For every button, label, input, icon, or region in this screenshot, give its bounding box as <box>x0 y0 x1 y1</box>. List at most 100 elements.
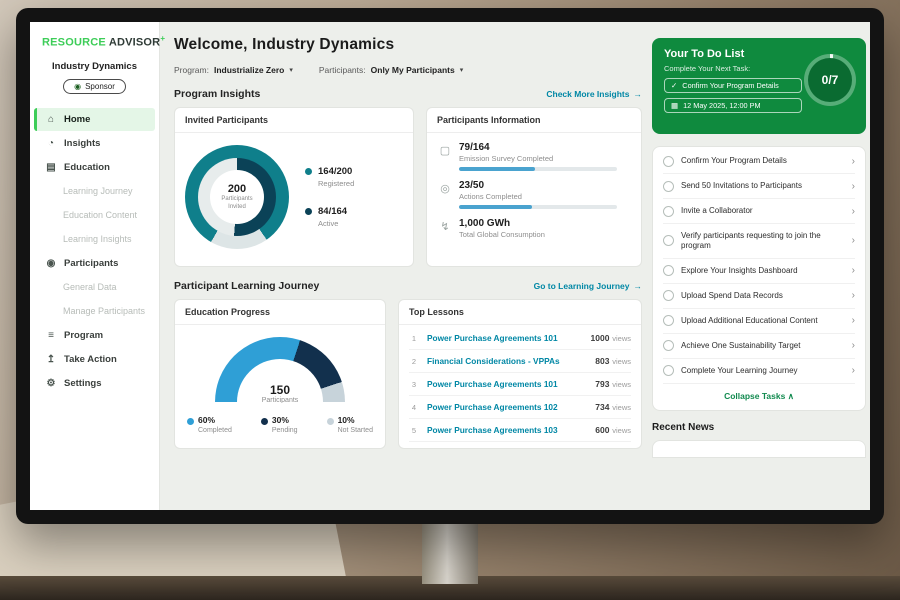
recent-news-card <box>652 439 866 458</box>
filter-dropdown[interactable]: Program: Industrialize Zero ▾ <box>174 65 293 75</box>
task-row[interactable]: Complete Your Learning Journey › <box>663 359 855 384</box>
task-checkbox[interactable] <box>663 265 674 277</box>
todo-progress-value: 0/7 <box>821 73 839 87</box>
filter-dropdown[interactable]: Participants: Only My Participants ▾ <box>319 65 463 75</box>
sidebar-item-label: Learning Insights <box>63 234 132 245</box>
lesson-link[interactable]: Power Purchase Agreements 101 <box>427 333 558 343</box>
sidebar-item[interactable]: Learning Journey <box>34 180 155 203</box>
home-icon: ⌂ <box>47 113 55 125</box>
lesson-link[interactable]: Power Purchase Agreements 101 <box>427 379 558 389</box>
task-checkbox[interactable] <box>663 235 674 247</box>
info-stats: ▢ 79/164 Emission Survey Completed ◎ 23 <box>427 133 641 239</box>
task-row[interactable]: Confirm Your Program Details › <box>663 149 855 174</box>
todo-tasks-card: Confirm Your Program Details › Send 50 I… <box>652 146 866 411</box>
task-row[interactable]: Achieve One Sustainability Target › <box>663 334 855 359</box>
task-row[interactable]: Upload Additional Educational Content › <box>663 309 855 334</box>
collapse-tasks-link[interactable]: Collapse Tasks ∧ <box>663 384 855 406</box>
chevron-right-icon: › <box>851 180 855 192</box>
lessons-list: 1 Power Purchase Agreements 101 1000 vie… <box>399 325 641 442</box>
legend-label: Active <box>318 219 339 228</box>
donut-center-label: Participants Invited <box>221 196 253 210</box>
task-row[interactable]: Verify participants requesting to join t… <box>663 224 855 259</box>
due-date-chip: ▦ 12 May 2025, 12:00 PM <box>664 98 802 113</box>
donut-center: 200 Participants Invited <box>210 170 264 224</box>
stat-value: 23/50 <box>459 180 485 191</box>
invited-legend: 164/200 Registered 84/164 Active <box>305 166 354 228</box>
card-title: Participants Information <box>427 108 641 133</box>
education-legend-dot <box>187 417 194 425</box>
energy-icon: ↯ <box>440 221 450 233</box>
task-checkbox[interactable] <box>663 205 674 217</box>
sidebar-item[interactable]: ↥ Take Action <box>34 348 155 371</box>
legend-value: 30% <box>271 415 289 425</box>
brand-primary: RESOURCE <box>42 36 106 49</box>
brand-secondary: ADVISOR <box>108 36 161 49</box>
sidebar-item[interactable]: General Data <box>34 276 155 299</box>
sponsor-badge-label: Sponsor <box>85 81 115 91</box>
sidebar-item[interactable]: ◉ Participants <box>34 252 155 275</box>
lesson-row: 1 Power Purchase Agreements 101 1000 vie… <box>409 327 631 350</box>
task-label: Upload Spend Data Records <box>681 290 783 300</box>
recent-news-title: Recent News <box>652 421 715 433</box>
task-label: Send 50 Invitations to Participants <box>681 180 802 190</box>
section-title-learning-journey: Participant Learning Journey <box>174 280 320 292</box>
todo-panel: Your To Do List Complete Your Next Task:… <box>652 38 866 510</box>
dashboard-screen: RESOURCE ADVISOR+ Industry Dynamics ◉ Sp… <box>30 22 870 510</box>
filter-value: Only My Participants <box>370 65 455 75</box>
sidebar-item-label: Learning Journey <box>63 186 133 197</box>
sidebar-item[interactable]: Education Content <box>34 204 155 227</box>
sidebar-item[interactable]: Manage Participants <box>34 300 155 323</box>
sidebar-item[interactable]: ⚙ Settings <box>34 372 155 395</box>
legend-item: 10% Not Started <box>326 415 373 434</box>
lesson-link[interactable]: Financial Considerations - VPPAs <box>427 356 560 366</box>
chevron-up-icon: ∧ <box>787 390 794 401</box>
task-checkbox[interactable] <box>663 315 674 327</box>
invited-legend-dot <box>305 208 312 215</box>
arrow-right-icon: → <box>633 281 643 291</box>
lesson-row: 3 Power Purchase Agreements 101 793 view… <box>409 373 631 396</box>
lesson-row: 5 Power Purchase Agreements 103 600 view… <box>409 419 631 442</box>
program-insights-header: Program Insights Check More Insights → <box>174 88 642 100</box>
education-icon: ▤ <box>46 161 56 173</box>
sidebar-item[interactable]: ⌂ Home <box>34 107 155 131</box>
info-stat: ◎ 23/50 Actions Completed <box>439 180 629 209</box>
views-suffix: views <box>612 402 631 412</box>
go-to-learning-journey-link[interactable]: Go to Learning Journey → <box>534 281 642 291</box>
task-checkbox[interactable] <box>663 290 674 302</box>
check-more-insights-link[interactable]: Check More Insights → <box>546 89 642 99</box>
stat-label: Total Global Consumption <box>459 230 545 239</box>
task-checkbox[interactable] <box>663 155 674 167</box>
lesson-link[interactable]: Power Purchase Agreements 102 <box>427 402 558 412</box>
task-checkbox[interactable] <box>663 180 674 192</box>
filter-value: Industrialize Zero <box>213 65 285 75</box>
task-row[interactable]: Invite a Collaborator › <box>663 199 855 224</box>
lesson-link[interactable]: Power Purchase Agreements 103 <box>427 425 558 435</box>
main-content: Welcome, Industry Dynamics Program: Indu… <box>160 22 652 510</box>
collapse-label: Collapse Tasks <box>724 390 786 401</box>
todo-progress-badge: 0/7 <box>804 54 856 106</box>
task-row[interactable]: Send 50 Invitations to Participants › <box>663 174 855 199</box>
task-checkbox[interactable] <box>663 340 674 352</box>
info-stat: ▢ 79/164 Emission Survey Completed <box>439 142 629 171</box>
task-label: Invite a Collaborator <box>681 205 753 215</box>
settings-icon: ⚙ <box>46 377 56 389</box>
task-row[interactable]: Upload Spend Data Records › <box>663 284 855 309</box>
legend-item: 60% Completed <box>187 415 232 434</box>
sidebar-item-label: Education <box>64 161 110 173</box>
task-row[interactable]: Explore Your Insights Dashboard › <box>663 259 855 284</box>
stat-value: 1,000 GWh <box>459 218 511 229</box>
donut-center-value: 200 <box>227 183 247 195</box>
gauge-center-value: 150 <box>269 383 291 397</box>
task-checkbox[interactable] <box>663 365 674 377</box>
sidebar-item[interactable]: ▤ Education <box>34 156 155 179</box>
sidebar-item[interactable]: Learning Insights <box>34 228 155 251</box>
page-title: Welcome, Industry Dynamics <box>174 36 395 53</box>
sponsor-badge[interactable]: ◉ Sponsor <box>63 78 126 94</box>
next-task-chip[interactable]: ✓ Confirm Your Program Details <box>664 78 802 93</box>
education-legend-dot <box>260 417 268 425</box>
calendar-icon: ▦ <box>671 101 679 110</box>
sidebar-item[interactable]: ◔ Insights <box>34 132 155 155</box>
actions-icon: ◎ <box>440 183 450 195</box>
views-suffix: views <box>612 333 631 343</box>
sidebar-item[interactable]: ≡ Program <box>34 324 155 347</box>
